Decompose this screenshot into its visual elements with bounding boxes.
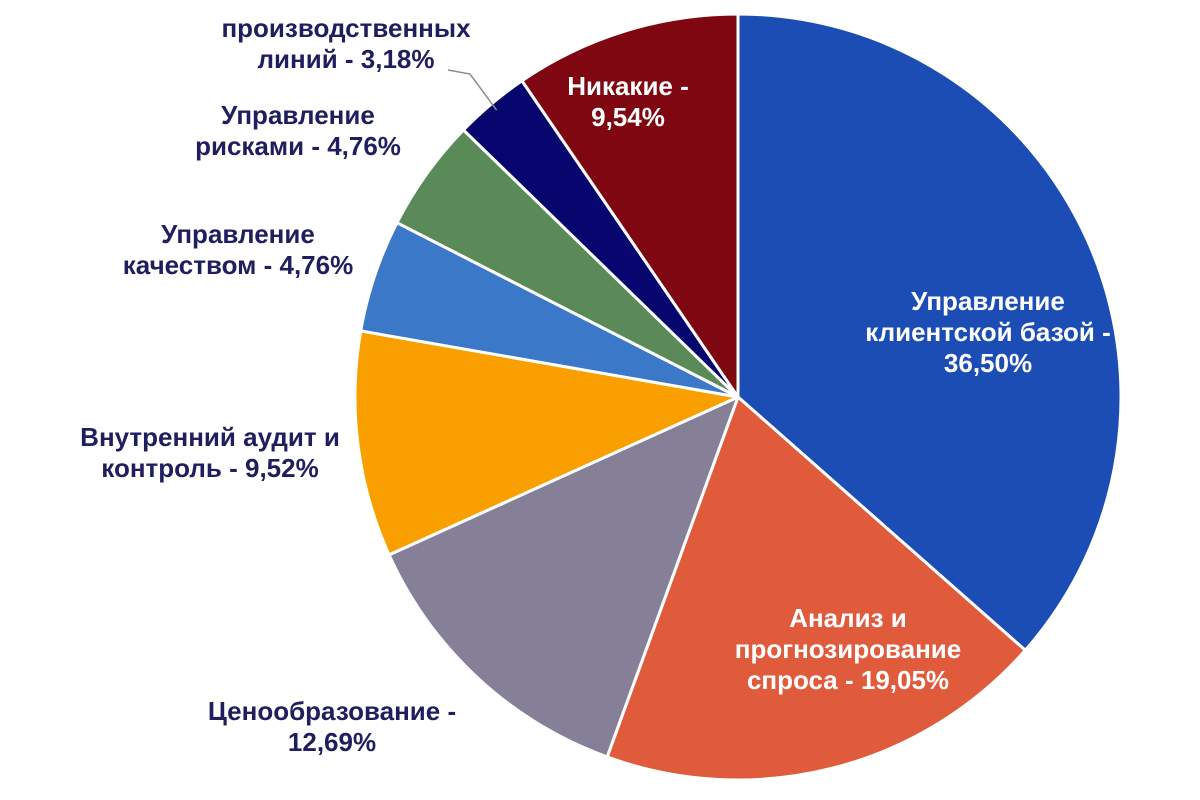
slice-label-1: Управление клиентской базой -36,50% (865, 286, 1110, 378)
slice-label-line: Никакие - (567, 71, 689, 101)
slice-label-line: рисками - 4,76% (195, 131, 401, 161)
leader-line (447, 69, 498, 111)
pie-slice-3 (387, 395, 740, 759)
slice-label-line: Анализ и (789, 603, 907, 633)
slice-label-line: Управление (911, 286, 1065, 316)
slice-label-line: контроль - 9,52% (101, 453, 318, 483)
slice-label-line: прогнозирование (735, 634, 961, 664)
slice-label-line: качеством - 4,76% (123, 250, 353, 280)
slice-label-4: Внутренний аудит и контроль - 9,52% (80, 422, 340, 483)
slice-label-line: клиентской базой - (865, 317, 1110, 347)
leader-lines (447, 69, 498, 111)
slice-label-line: 9,54% (591, 102, 665, 132)
slice-label-line: линий - 3,18% (258, 44, 435, 74)
slice-label-8: Никакие -9,54% (567, 71, 689, 132)
slice-label-line: 12,69% (288, 727, 376, 757)
slice-label-line: Ценообразование - (208, 696, 456, 726)
slice-label-line: спроса - 19,05% (747, 665, 949, 695)
pie-slice-2 (605, 395, 1027, 782)
slice-label-5: Управление качеством - 4,76% (123, 219, 353, 280)
slice-label-line: Управление (161, 219, 315, 249)
slice-label-line: 36,50% (944, 348, 1032, 378)
slice-label-2: Анализ и прогнозирование спроса - 19,05% (735, 603, 961, 695)
slice-label-6: Управление рисками - 4,76% (195, 100, 401, 161)
slice-label-line: производственных (221, 13, 471, 43)
pie-slices (353, 12, 1123, 782)
pie-slice-4 (353, 329, 740, 557)
slice-label-7: производственных линий - 3,18% (221, 13, 471, 74)
slice-label-line: Внутренний аудит и (80, 422, 340, 452)
pie-slice-8 (520, 12, 740, 399)
pie-slice-1 (736, 12, 1123, 652)
slice-label-3: Ценообразование -12,69% (208, 696, 456, 757)
slice-labels: Управление клиентской базой -36,50%Анализ… (80, 13, 1111, 757)
slice-label-line: Управление (221, 100, 375, 130)
